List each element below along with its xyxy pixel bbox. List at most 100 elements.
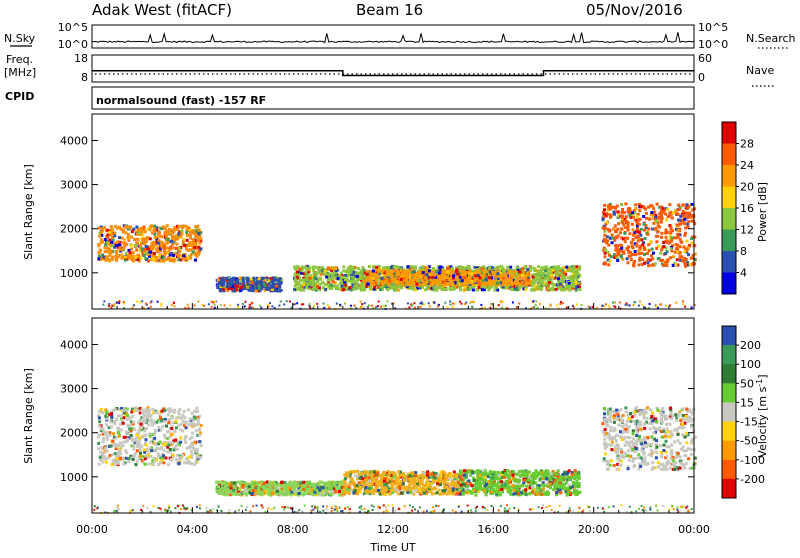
heatmap-cell-0	[111, 453, 114, 456]
heatmap-cell-4	[660, 232, 663, 235]
heatmap-cell-1	[270, 286, 273, 289]
heatmap-cell-0	[179, 441, 182, 444]
heatmap-cell-3	[407, 272, 410, 275]
heatmap-cell-0	[134, 244, 137, 247]
heatmap-cell-1	[242, 283, 245, 286]
heatmap-cell-2	[313, 271, 316, 274]
heatmap-cell-0	[198, 428, 201, 431]
heatmap-cell-4	[631, 245, 634, 248]
heatmap-cell-0	[140, 423, 143, 426]
heatmap-cell-ground	[111, 305, 113, 307]
heatmap-cell-0	[148, 432, 151, 435]
heatmap-cell-2	[394, 265, 397, 268]
heatmap-cell-0	[98, 416, 101, 419]
heatmap-cell-0	[182, 240, 185, 243]
heatmap-cell-1	[267, 279, 270, 282]
heatmap-cell-0	[136, 440, 139, 443]
heatmap-cell-ground	[449, 301, 451, 303]
heatmap-cell-1	[239, 280, 242, 283]
heatmap-cell-4	[609, 216, 612, 219]
heatmap-cell-2	[327, 267, 330, 270]
heatmap-cell-2	[313, 286, 316, 289]
heatmap-cell-1	[235, 281, 238, 284]
heatmap-cell-0	[115, 437, 118, 440]
heatmap-cell-0	[166, 232, 169, 235]
heatmap-cell-3	[442, 281, 445, 284]
heatmap-cell-0	[172, 254, 175, 257]
heatmap-cell-4	[677, 204, 680, 207]
heatmap-cell-4	[657, 224, 660, 227]
heatmap-cell-2	[530, 288, 533, 291]
heatmap-cell-ground	[589, 306, 591, 308]
heatmap-cell-0	[169, 448, 172, 451]
heatmap-cell-4	[670, 247, 673, 250]
heatmap-cell-2	[360, 282, 363, 285]
heatmap-cell-0	[164, 436, 167, 439]
heatmap-cell-3	[461, 279, 464, 282]
heatmap-cell-ground	[378, 300, 380, 302]
heatmap-cell-2	[334, 272, 337, 275]
heatmap-cell-2	[375, 266, 378, 269]
heatmap-cell-3	[386, 270, 389, 273]
heatmap-cell-3	[406, 276, 409, 279]
heatmap-cell-0	[189, 257, 192, 260]
heatmap-cell-4	[641, 258, 644, 261]
heatmap-cell-3	[474, 274, 477, 277]
heatmap-cell-0	[99, 456, 102, 459]
heatmap-cell-4	[637, 219, 640, 222]
heatmap-cell-3	[382, 282, 385, 285]
heatmap-cell-0	[119, 457, 122, 460]
heatmap-cell-ground	[360, 306, 362, 308]
heatmap-cell-4	[687, 253, 690, 256]
freq-series-line	[92, 71, 694, 76]
heatmap-cell-0	[158, 254, 161, 257]
heatmap-cell-4	[603, 234, 606, 237]
heatmap-cell-0	[163, 420, 166, 423]
heatmap-cell-4	[617, 222, 620, 225]
heatmap-cell-0	[180, 233, 183, 236]
heatmap-cell-0	[140, 228, 143, 231]
heatmap-cell-ground	[286, 300, 288, 302]
heatmap-cell-0	[137, 429, 140, 432]
nsky-tick-high: 10^5	[58, 21, 88, 34]
heatmap-cell-4	[647, 243, 650, 246]
colorbar-tick-label: 4	[740, 267, 747, 280]
cpid-label: CPID	[5, 90, 34, 103]
heatmap-cell-0	[115, 259, 118, 262]
heatmap-cell-ground	[682, 300, 684, 302]
heatmap-cell-0	[170, 427, 173, 430]
heatmap-cell-0	[102, 437, 105, 440]
heatmap-cell-4	[665, 219, 668, 222]
heatmap-cell-ground	[323, 303, 325, 305]
heatmap-cell-3	[413, 277, 416, 280]
heatmap-cell-2	[537, 271, 540, 274]
heatmap-cell-0	[123, 436, 126, 439]
heatmap-cell-3	[505, 275, 508, 278]
heatmap-cell-4	[660, 210, 663, 213]
heatmap-cell-2	[338, 287, 341, 290]
heatmap-cell-ground	[633, 304, 635, 306]
heatmap-cell-3	[504, 279, 507, 282]
heatmap-cell-ground	[501, 307, 503, 309]
heatmap-cell-0	[162, 449, 165, 452]
heatmap-cell-0	[179, 235, 182, 238]
heatmap-cell-0	[169, 246, 172, 249]
heatmap-cell-0	[170, 232, 173, 235]
heatmap-cell-0	[169, 436, 172, 439]
heatmap-cell-0	[111, 463, 114, 466]
heatmap-cell-ground	[244, 305, 246, 307]
heatmap-cell-4	[606, 239, 609, 242]
heatmap-cell-3	[400, 278, 403, 281]
heatmap-cell-0	[97, 414, 100, 417]
heatmap-cell-ground	[484, 307, 486, 309]
heatmap-cell-2	[340, 281, 343, 284]
heatmap-cell-2	[465, 266, 468, 269]
heatmap-cell-4	[617, 210, 620, 213]
heatmap-cell-4	[677, 229, 680, 232]
heatmap-cell-ground	[491, 303, 493, 305]
heatmap-cell-3	[399, 281, 402, 284]
heatmap-cell-ground	[224, 305, 226, 307]
heatmap-cell-0	[119, 423, 122, 426]
heatmap-cell-4	[603, 204, 606, 207]
